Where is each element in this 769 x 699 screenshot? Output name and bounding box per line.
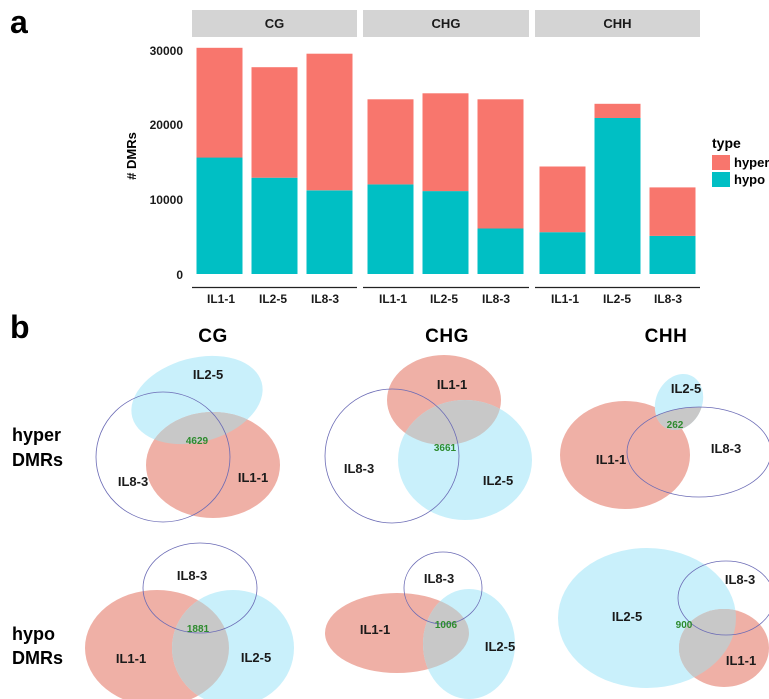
bar-hypo-cg-il1-1 <box>196 157 243 274</box>
venn-set-il8-3 <box>403 551 483 625</box>
venn-label: IL1-1 <box>360 622 390 637</box>
venn-label: IL8-3 <box>424 571 454 586</box>
legend-swatch-hypo <box>712 172 730 187</box>
x-tick-label: IL1-1 <box>207 292 235 306</box>
venn-label: IL8-3 <box>344 461 374 476</box>
x-tick-label: IL1-1 <box>379 292 407 306</box>
venn-row-title-hypo: hypo <box>12 624 55 644</box>
bar-hyper-cg-il2-5 <box>251 67 298 178</box>
venn-hyper-chg: IL1-1 IL8-3 IL2-5 3661 <box>324 355 532 524</box>
venn-column-title-cg: CG <box>198 326 228 347</box>
venn-label: IL1-1 <box>437 377 467 392</box>
legend-swatch-hyper <box>712 155 730 170</box>
legend-label-hyper: hyper <box>734 155 769 170</box>
legend-title: type <box>712 135 741 151</box>
venn-set-il1-1 <box>560 401 690 509</box>
panel-a-label: a <box>10 4 28 40</box>
venn-count: 1881 <box>187 624 210 635</box>
bar-hyper-chh-il1-1 <box>539 166 586 233</box>
venn-set-il8-3 <box>142 542 258 634</box>
x-tick-label: IL2-5 <box>603 292 631 306</box>
panel-b-label: b <box>10 309 30 345</box>
facet-strip-cg <box>192 10 357 37</box>
venn-count: 3661 <box>434 443 457 454</box>
venn-hyper-chh: IL2-5 IL1-1 IL8-3 262 <box>560 373 769 509</box>
venn-label: IL8-3 <box>711 441 741 456</box>
venn-set-il8-3 <box>95 391 231 523</box>
bar-layer <box>196 47 696 275</box>
facet-title-chh: CHH <box>603 16 631 31</box>
bar-hyper-chh-il2-5 <box>594 103 641 118</box>
facet-strip-chg <box>363 10 529 37</box>
venn-hypo-chg: IL8-3 IL1-1 IL2-5 1006 <box>325 551 515 699</box>
facet-title-cg: CG <box>265 16 285 31</box>
venn-hypo-cg: IL8-3 IL1-1 IL2-5 1881 <box>85 542 294 699</box>
venn-label: IL1-1 <box>238 470 268 485</box>
venn-set-il8-3 <box>626 406 769 498</box>
x-tick-label: IL2-5 <box>259 292 287 306</box>
venn-label: IL8-3 <box>118 474 148 489</box>
x-tick-label: IL8-3 <box>482 292 510 306</box>
venn-overlap <box>654 407 704 431</box>
venn-label: IL8-3 <box>725 572 755 587</box>
venn-label: IL2-5 <box>193 367 223 382</box>
venn-label: IL2-5 <box>612 609 642 624</box>
y-tick-label: 10000 <box>150 193 184 207</box>
venn-count: 262 <box>667 420 684 431</box>
venn-overlap <box>172 590 229 699</box>
bar-hypo-chh-il1-1 <box>539 232 586 274</box>
bar-hypo-chg-il8-3 <box>477 228 524 274</box>
venn-label: IL8-3 <box>177 568 207 583</box>
venn-hypo-chh: IL8-3 IL2-5 IL1-1 900 <box>558 548 769 688</box>
venn-label: IL2-5 <box>671 381 701 396</box>
y-tick-label: 20000 <box>150 118 184 132</box>
venn-set-il8-3 <box>677 560 769 636</box>
venn-column-title-chg: CHG <box>425 326 469 347</box>
bar-hypo-chg-il2-5 <box>422 191 469 274</box>
venn-row-title-hypo-dmrs: DMRs <box>12 648 63 668</box>
venn-overlap <box>679 609 736 687</box>
bar-hypo-cg-il8-3 <box>306 190 353 274</box>
bar-hyper-chg-il2-5 <box>422 93 469 192</box>
venn-hyper-cg: IL2-5 IL8-3 IL1-1 4629 <box>95 355 280 523</box>
x-tick-label: IL8-3 <box>311 292 339 306</box>
bar-hyper-chg-il8-3 <box>477 99 524 229</box>
bar-hyper-chg-il1-1 <box>367 99 414 185</box>
venn-label: IL2-5 <box>483 473 513 488</box>
venn-label: IL1-1 <box>726 653 756 668</box>
venn-label: IL2-5 <box>241 650 271 665</box>
bar-hyper-cg-il1-1 <box>196 47 243 158</box>
y-tick-label: 30000 <box>150 44 184 58</box>
bar-hypo-chh-il2-5 <box>594 117 641 275</box>
venn-overlap <box>398 400 501 445</box>
x-tick-label: IL8-3 <box>654 292 682 306</box>
facet-title-chg: CHG <box>432 16 461 31</box>
bar-hyper-chh-il8-3 <box>649 187 696 236</box>
x-tick-label: IL1-1 <box>551 292 579 306</box>
venn-label: IL1-1 <box>116 651 146 666</box>
x-tick-label: IL2-5 <box>430 292 458 306</box>
venn-column-title-chh: CHH <box>645 326 688 347</box>
venn-set-il8-3 <box>324 388 460 524</box>
bar-hypo-cg-il2-5 <box>251 177 298 274</box>
bar-hyper-cg-il8-3 <box>306 53 353 191</box>
venn-overlap <box>423 593 469 673</box>
facet-strip-chh <box>535 10 700 37</box>
venn-row-title-hyper-dmrs: DMRs <box>12 450 63 470</box>
venn-count: 1006 <box>435 620 458 631</box>
venn-count: 4629 <box>186 436 209 447</box>
venn-row-title-hyper: hyper <box>12 425 61 445</box>
y-axis-title: # DMRs <box>124 132 139 180</box>
bar-hypo-chg-il1-1 <box>367 184 414 274</box>
y-tick-label: 0 <box>176 268 183 282</box>
legend-label-hypo: hypo <box>734 172 765 187</box>
venn-label: IL1-1 <box>596 452 626 467</box>
venn-label: IL2-5 <box>485 639 515 654</box>
venn-count: 900 <box>676 620 693 631</box>
bar-hypo-chh-il8-3 <box>649 235 696 274</box>
